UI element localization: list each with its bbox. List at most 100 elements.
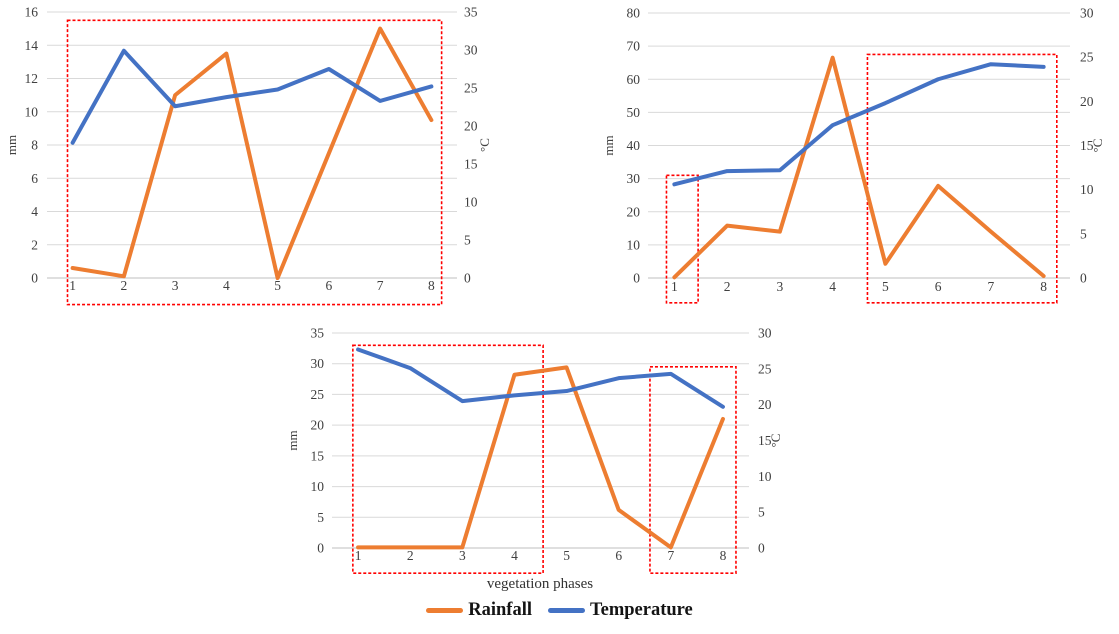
left-axis-tick: 2	[31, 237, 38, 252]
left-axis-tick: 80	[627, 6, 641, 21]
right-axis-tick: 5	[464, 233, 471, 248]
x-axis-tick: 3	[459, 548, 466, 563]
left-axis-tick: 0	[31, 271, 38, 286]
right-axis-title: °C	[477, 138, 492, 152]
gridlines	[47, 11, 457, 279]
x-axis-tick: 1	[355, 548, 362, 563]
left-axis-tick: 10	[311, 479, 325, 494]
left-axis-tick: 20	[311, 418, 325, 433]
temperature-line-swatch	[547, 608, 585, 613]
highlight-box	[352, 344, 544, 574]
left-axis-tick: 60	[627, 72, 641, 87]
right-axis-tick: 35	[464, 5, 478, 20]
highlight-box	[66, 19, 443, 306]
x-axis-tick: 8	[428, 278, 435, 293]
rainfall-line	[672, 55, 1046, 280]
left-axis-tick: 70	[627, 39, 641, 54]
left-axis-tick: 25	[311, 387, 325, 402]
right-axis-tick: 10	[464, 195, 478, 210]
axis-labels: 0 10 20 30 40 50 60 70 80 0 5 10 15 20 25 30 1 2 3 4 5 6 7 8 mm °…	[601, 6, 1105, 295]
left-axis-tick: 40	[627, 138, 641, 153]
x-axis-tick: 5	[274, 278, 281, 293]
rainfall-line	[70, 26, 434, 280]
legend-rainfall-label: Rainfall	[468, 600, 532, 620]
x-axis-tick: 2	[407, 548, 414, 563]
left-axis-tick: 4	[31, 204, 38, 219]
x-axis-tick: 8	[720, 548, 727, 563]
x-axis-tick: 5	[882, 279, 889, 294]
rainfall-line-swatch	[426, 608, 464, 613]
left-axis-title: mm	[4, 135, 19, 155]
x-axis-tick: 1	[69, 278, 76, 293]
legend-item-rainfall: Rainfall	[426, 600, 532, 621]
right-axis-tick: 30	[758, 326, 772, 341]
rainfall-line	[356, 365, 725, 550]
left-axis-tick: 14	[25, 38, 39, 53]
highlight-box	[665, 174, 699, 304]
right-axis-tick: 15	[464, 157, 478, 172]
left-axis-tick: 12	[25, 71, 39, 86]
left-axis-tick: 6	[31, 171, 38, 186]
right-axis-tick: 10	[758, 469, 772, 484]
highlight-boxes	[66, 19, 443, 306]
x-axis-tick: 3	[777, 279, 784, 294]
left-axis-tick: 10	[25, 104, 39, 119]
legend-item-temperature: Temperature	[547, 600, 693, 621]
highlight-box	[649, 365, 737, 574]
x-axis-tick: 5	[563, 548, 570, 563]
right-axis-tick: 30	[464, 43, 478, 58]
gridlines	[648, 12, 1070, 279]
right-axis-tick: 30	[1080, 6, 1094, 21]
right-axis-tick: 25	[758, 361, 772, 376]
right-axis-tick: 20	[758, 397, 772, 412]
left-axis-tick: 30	[627, 171, 641, 186]
left-axis-tick: 5	[317, 510, 324, 525]
temperature-line	[672, 62, 1046, 187]
x-axis-tick: 2	[121, 278, 128, 293]
right-axis-tick: 0	[464, 271, 471, 286]
x-axis-tick: 2	[724, 279, 731, 294]
legend-temperature-label: Temperature	[589, 600, 693, 620]
x-axis-tick: 7	[377, 278, 384, 293]
right-axis-tick: 20	[1080, 94, 1094, 109]
chart-top-right: 0 10 20 30 40 50 60 70 80 0 5 10 15 20 25 30 1 2 3 4 5 6 7 8 mm °…	[601, 6, 1105, 304]
left-axis-tick: 30	[311, 356, 325, 371]
right-axis-tick: 0	[1080, 271, 1087, 286]
left-axis-tick: 10	[627, 237, 641, 252]
x-axis-tick: 7	[988, 279, 995, 294]
highlight-box	[866, 53, 1058, 304]
left-axis-tick: 20	[627, 204, 641, 219]
left-axis-tick: 8	[31, 138, 38, 153]
right-axis-tick: 0	[758, 541, 765, 556]
highlight-boxes	[665, 53, 1058, 304]
x-axis-tick: 4	[829, 279, 836, 294]
axis-labels: 0 5 10 15 20 25 30 35 0 5 10 15 20 25 30 1 2 3 4 5 6 7 8 mm °C ve…	[285, 326, 783, 593]
chart-bottom-center: 0 5 10 15 20 25 30 35 0 5 10 15 20 25 30 1 2 3 4 5 6 7 8 mm °C ve…	[285, 326, 783, 593]
x-axis-tick: 6	[326, 278, 333, 293]
x-axis-tick: 7	[667, 548, 674, 563]
x-axis-tick: 1	[671, 279, 678, 294]
legend: Rainfall Temperature	[0, 600, 1119, 621]
x-axis-tick: 6	[615, 548, 622, 563]
left-axis-tick: 16	[25, 5, 39, 20]
x-axis-title: vegetation phases	[487, 576, 593, 592]
left-axis-tick: 15	[311, 448, 325, 463]
left-axis-title: mm	[285, 430, 300, 450]
right-axis-tick: 10	[1080, 182, 1094, 197]
right-axis-tick: 5	[1080, 226, 1087, 241]
x-axis-tick: 3	[172, 278, 179, 293]
x-axis-tick: 4	[223, 278, 230, 293]
x-axis-tick: 4	[511, 548, 518, 563]
left-axis-tick: 35	[311, 326, 325, 341]
right-axis-title: °C	[1090, 139, 1105, 153]
left-axis-title: mm	[601, 135, 616, 155]
temperature-line	[356, 347, 725, 409]
highlight-boxes	[352, 344, 737, 574]
left-axis-tick: 50	[627, 105, 641, 120]
right-axis-title: °C	[768, 434, 783, 448]
gridlines	[332, 332, 749, 549]
temperature-line	[70, 48, 434, 145]
